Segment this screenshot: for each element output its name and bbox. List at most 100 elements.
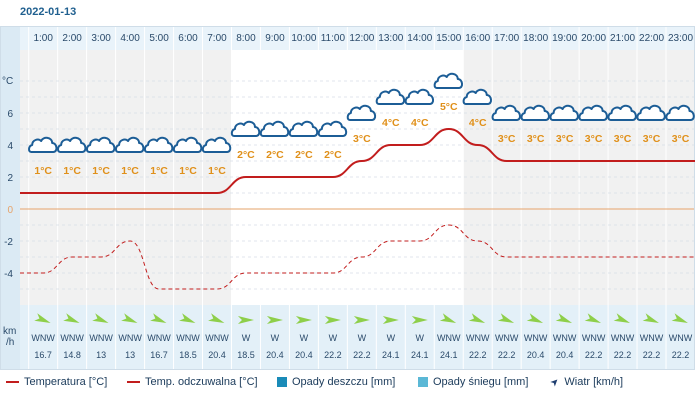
- temp-label: 1°C: [34, 165, 52, 177]
- temp-label: 3°C: [556, 133, 574, 145]
- legend-label: Opady śniegu [mm]: [433, 376, 529, 388]
- wind-direction: WNW: [176, 333, 200, 343]
- temp-label: 5°C: [440, 101, 458, 113]
- wind-direction: W: [271, 333, 280, 343]
- wind-arrow-shape: [555, 313, 573, 323]
- wind-arrow-icon: [497, 313, 515, 323]
- legend-line-swatch: [127, 381, 140, 383]
- hour-label: 23:00: [668, 33, 693, 44]
- wind-arrow-shape: [34, 313, 51, 323]
- wind-speed: 22.2: [614, 350, 632, 360]
- cloud-icon: [520, 104, 550, 121]
- temp-label: 1°C: [150, 165, 168, 177]
- cloud-shape: [317, 120, 348, 137]
- wind-arrow-icon: [468, 313, 486, 323]
- temp-label: 2°C: [295, 149, 313, 161]
- wind-arrow-shape: [150, 313, 167, 323]
- wind-direction: WNW: [582, 333, 606, 343]
- wind-arrow-icon: [179, 313, 196, 323]
- cloud-icon: [375, 88, 406, 105]
- hour-label: 7:00: [207, 33, 227, 44]
- hour-label: 8:00: [236, 33, 256, 44]
- wind-arrow-icon: [411, 316, 428, 324]
- wind-direction: WNW: [147, 333, 171, 343]
- hour-label: 3:00: [91, 33, 111, 44]
- wind-speed: 22.2: [469, 350, 487, 360]
- cloud-icon: [665, 104, 695, 121]
- wind-arrow-icon: [642, 313, 659, 323]
- hour-label: 15:00: [436, 33, 461, 44]
- wind-arrow-shape: [642, 313, 659, 323]
- wind-direction: WNW: [31, 333, 55, 343]
- cloud-shape: [85, 136, 116, 153]
- legend-item: Opady śniegu [mm]: [418, 376, 528, 388]
- cloud-shape: [549, 104, 579, 121]
- legend-box-swatch: [277, 377, 287, 387]
- temp-label: 3°C: [672, 133, 690, 145]
- cloud-shape: [28, 136, 58, 153]
- wind-arrow-icon: [671, 313, 688, 323]
- wind-arrow-shape: [266, 316, 283, 324]
- hour-label: 1:00: [33, 33, 53, 44]
- wind-speed: 20.4: [527, 350, 545, 360]
- legend-label: Wiatr [km/h]: [564, 376, 624, 388]
- wind-speed: 22.2: [672, 350, 690, 360]
- cloud-shape: [404, 88, 435, 105]
- temp-label: 1°C: [63, 165, 81, 177]
- cloud-icon: [143, 136, 174, 153]
- cloud-icon: [230, 120, 261, 137]
- cloud-icon: [259, 120, 290, 137]
- wind-arrow-icon: [34, 313, 51, 323]
- cloud-shape: [172, 136, 203, 153]
- cloud-shape: [143, 136, 174, 153]
- hour-label: 5:00: [149, 33, 169, 44]
- legend-item: Opady deszczu [mm]: [277, 376, 395, 388]
- legend-label: Temperatura [°C]: [24, 376, 108, 388]
- y-tick-label: -2: [4, 237, 13, 248]
- temp-label: 4°C: [469, 117, 487, 129]
- wind-direction: WNW: [205, 333, 229, 343]
- temp-label: 3°C: [353, 133, 371, 145]
- wind-arrow-shape: [92, 313, 109, 323]
- wind-direction: W: [329, 333, 338, 343]
- wind-band: [20, 305, 695, 370]
- temp-label: 2°C: [266, 149, 284, 161]
- hour-label: 10:00: [291, 33, 316, 44]
- wind-arrow-shape: [208, 313, 225, 323]
- cloud-icon: [433, 72, 464, 89]
- y-tick-label: 4: [7, 141, 13, 152]
- cloud-icon: [28, 136, 58, 153]
- temperature-line: [20, 127, 695, 194]
- cloud-shape: [607, 104, 637, 121]
- cloud-shape: [114, 136, 145, 153]
- cloud-icon: [491, 104, 521, 121]
- wind-speed: 24.1: [382, 350, 400, 360]
- wind-speed: 24.1: [411, 350, 429, 360]
- y-tick-label: 2: [7, 173, 13, 184]
- legend-line-swatch: [6, 381, 19, 383]
- wind-arrow-icon: [266, 316, 283, 324]
- cloud-icon: [549, 104, 579, 121]
- cloud-icon: [288, 120, 319, 137]
- y-tick-label: -4: [4, 269, 13, 280]
- wind-direction: WNW: [495, 333, 519, 343]
- y-tick-label: 0: [7, 205, 13, 216]
- wind-arrow-shape: [613, 313, 630, 323]
- cloud-icon: [85, 136, 116, 153]
- cloud-icon: [636, 104, 666, 121]
- cloud-shape: [375, 88, 406, 105]
- cloud-shape: [346, 104, 377, 121]
- cloud-icon: [57, 136, 87, 153]
- axis-strip: [0, 26, 20, 370]
- legend-item: ➤ Wiatr [km/h]: [548, 375, 624, 389]
- wind-arrow-icon: [613, 313, 630, 323]
- wind-arrow-shape: [411, 316, 428, 324]
- wind-arrow-shape: [439, 313, 457, 323]
- temp-label: 3°C: [498, 133, 516, 145]
- cloud-shape: [462, 88, 492, 105]
- hour-header-band: [20, 26, 695, 50]
- y-tick-label: 6: [7, 109, 13, 120]
- hour-label: 12:00: [349, 33, 374, 44]
- wind-direction: WNW: [118, 333, 142, 343]
- cloud-icon: [578, 104, 608, 121]
